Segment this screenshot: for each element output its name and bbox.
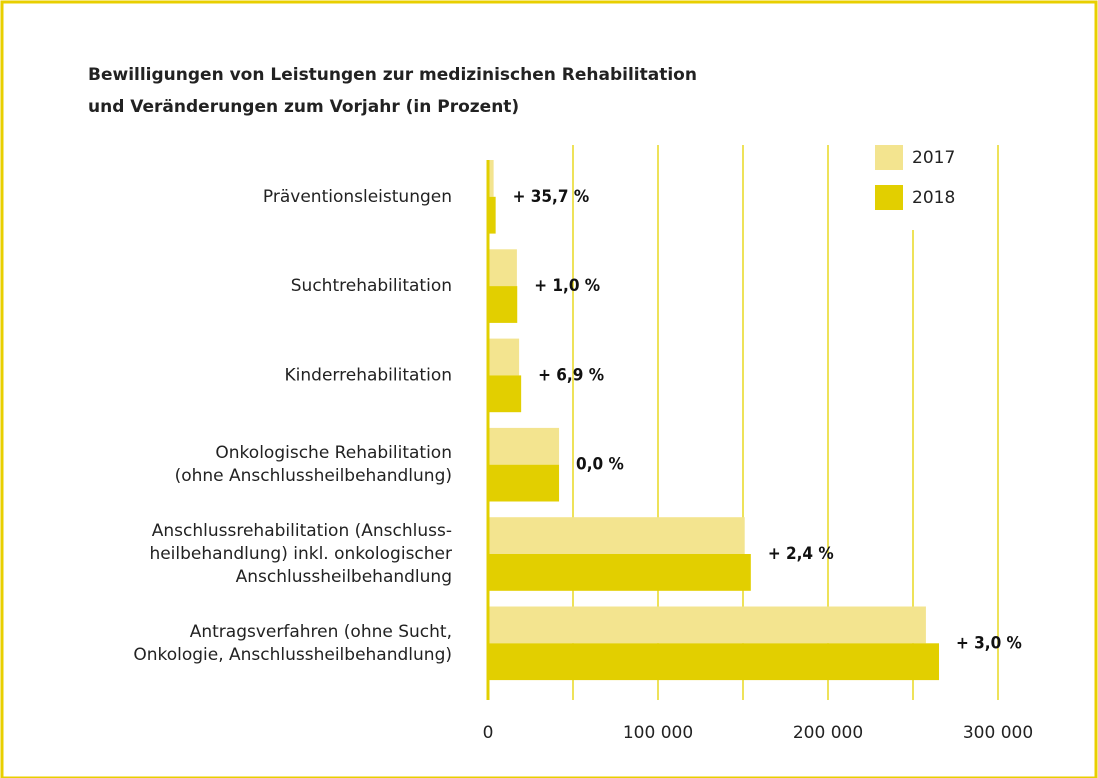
x-tick-label: 200 000 — [793, 723, 863, 743]
category-label: heilbehandlung) inkl. onkologischer — [149, 544, 452, 564]
bar — [488, 643, 940, 681]
bar — [488, 517, 745, 554]
category-label: Onkologie, Anschlussheilbehandlung) — [133, 645, 452, 665]
bar — [488, 375, 522, 413]
bar — [488, 249, 517, 287]
bar — [488, 338, 520, 376]
bar — [488, 286, 518, 323]
chart-title: Bewilligungen von Leistungen zur medizin… — [88, 65, 697, 85]
bar — [488, 464, 560, 502]
change-annotation: + 6,9 % — [538, 365, 604, 385]
change-annotation: + 3,0 % — [956, 633, 1022, 653]
bar — [488, 606, 926, 644]
bar — [488, 427, 560, 465]
category-label: Präventionsleistungen — [263, 187, 452, 207]
legend-label: 2018 — [912, 188, 955, 208]
change-annotation: + 35,7 % — [513, 187, 590, 207]
change-annotation: + 1,0 % — [534, 276, 600, 296]
category-label: (ohne Anschlussheilbehandlung) — [175, 466, 452, 486]
x-tick-label: 300 000 — [963, 723, 1033, 743]
x-tick-label: 0 — [483, 723, 494, 743]
category-label: Suchtrehabilitation — [291, 276, 452, 296]
bar — [488, 554, 751, 591]
category-label: Antragsverfahren (ohne Sucht, — [190, 622, 452, 642]
change-annotation: + 2,4 % — [768, 544, 834, 564]
bar — [488, 196, 496, 234]
chart-title: und Veränderungen zum Vorjahr (in Prozen… — [88, 97, 519, 117]
x-tick-label: 100 000 — [623, 723, 693, 743]
category-label: Anschlussrehabilitation (Anschluss- — [152, 521, 452, 541]
legend-swatch — [875, 145, 903, 170]
change-annotation: 0,0 % — [576, 455, 624, 475]
bar — [488, 160, 494, 197]
category-label: Onkologische Rehabilitation — [215, 443, 452, 463]
legend-label: 2017 — [912, 148, 955, 168]
legend-swatch — [875, 185, 903, 210]
category-label: Kinderrehabilitation — [285, 365, 452, 385]
category-label: Anschlussheilbehandlung — [236, 567, 452, 587]
